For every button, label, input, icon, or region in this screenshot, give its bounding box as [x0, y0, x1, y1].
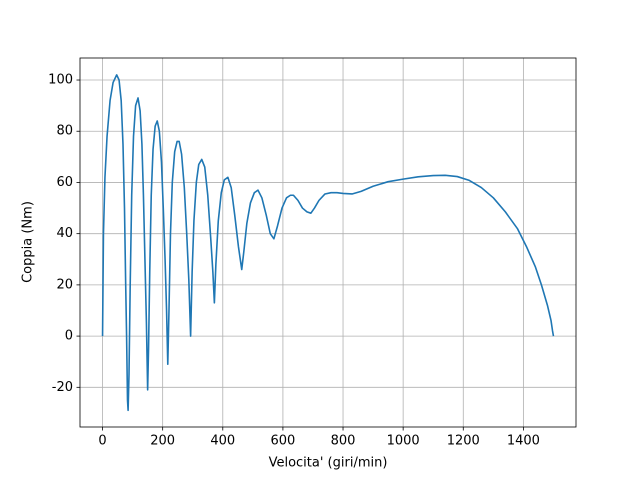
x-tick-label: 800	[331, 434, 356, 449]
x-tick-label: 400	[210, 434, 235, 449]
x-tick-label: 0	[98, 434, 106, 449]
y-tick-label: -20	[52, 380, 73, 395]
axes-frame	[79, 57, 577, 428]
x-tick-label: 1000	[387, 434, 420, 449]
y-tick-label: 60	[56, 175, 73, 190]
y-tick-label: 80	[56, 124, 73, 139]
x-tick-label: 200	[150, 434, 175, 449]
y-axis-label: Coppia (Nm)	[21, 201, 36, 283]
x-tick-label: 600	[270, 434, 295, 449]
x-tick-label: 1200	[447, 434, 480, 449]
y-tick-label: 40	[56, 226, 73, 241]
y-tick-label: 20	[56, 277, 73, 292]
x-tick-label: 1400	[507, 434, 540, 449]
x-axis-label: Velocita' (giri/min)	[269, 456, 388, 471]
y-tick-label: 100	[48, 73, 73, 88]
y-tick-label: 0	[65, 329, 73, 344]
data-line	[101, 74, 555, 412]
